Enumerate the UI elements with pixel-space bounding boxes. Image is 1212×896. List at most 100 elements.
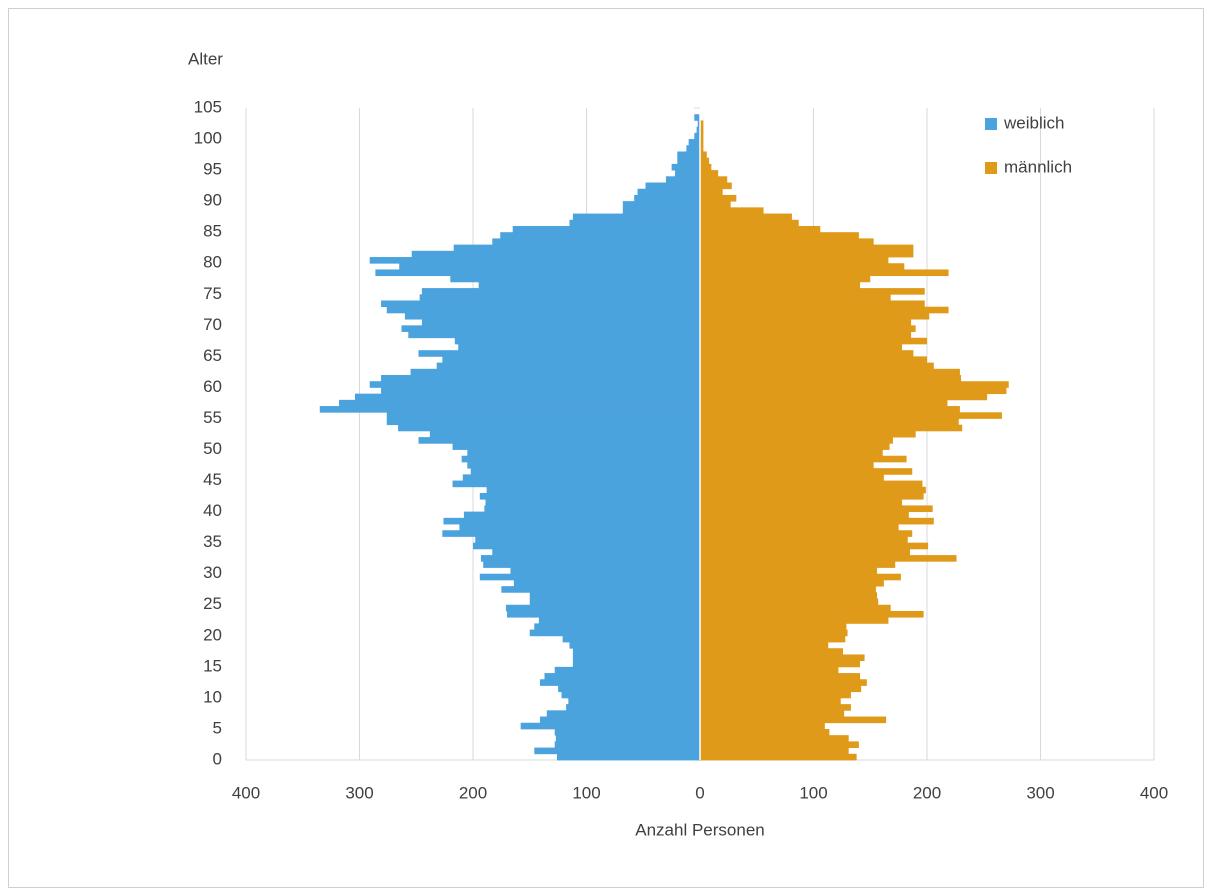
bar: [700, 735, 849, 742]
bar: [700, 325, 916, 332]
bar: [700, 312, 930, 320]
bar: [700, 163, 712, 171]
bar: [500, 232, 700, 239]
y-tick-label: 90: [203, 191, 222, 210]
x-axis-title: Anzahl Personen: [635, 820, 764, 839]
bar: [700, 343, 903, 351]
bar: [700, 548, 910, 556]
bar: [381, 300, 700, 308]
bar: [700, 225, 821, 233]
bar: [700, 182, 732, 190]
bar: [700, 257, 889, 264]
y-tick-label: 70: [203, 315, 222, 334]
bar: [480, 555, 700, 562]
bar: [572, 654, 700, 662]
bar: [470, 468, 700, 475]
bar: [665, 176, 700, 183]
bar: [411, 250, 700, 258]
bar: [700, 728, 830, 736]
bar: [479, 492, 700, 500]
y-tick-label: 105: [194, 97, 222, 116]
bar: [700, 381, 1009, 388]
bar: [700, 201, 731, 208]
y-tick-label: 75: [203, 284, 222, 303]
bar: [700, 263, 905, 270]
bar: [354, 393, 700, 401]
bar: [700, 536, 908, 544]
bar: [386, 412, 700, 419]
bar: [700, 275, 871, 283]
bar: [700, 337, 927, 345]
bar: [694, 114, 700, 121]
bar: [492, 238, 700, 246]
bar: [485, 499, 700, 506]
y-tick-label: 50: [203, 439, 222, 458]
bar: [408, 331, 700, 339]
bar: [404, 312, 700, 320]
bar: [459, 524, 700, 531]
y-tick-label: 95: [203, 160, 222, 179]
bar: [700, 604, 891, 612]
x-tick-label: 100: [572, 783, 600, 802]
bar: [529, 629, 700, 637]
bar: [492, 548, 700, 556]
bar: [386, 418, 700, 426]
bar: [398, 424, 700, 432]
bar: [569, 219, 700, 227]
bar: [697, 120, 700, 128]
bar: [386, 306, 700, 314]
bar: [418, 350, 700, 357]
bar: [369, 257, 700, 264]
bar: [700, 306, 949, 314]
y-tick-label: 10: [203, 687, 222, 706]
bar: [452, 480, 700, 488]
bar: [700, 393, 988, 401]
bar: [454, 337, 700, 345]
bar: [554, 728, 700, 736]
bar: [700, 499, 903, 506]
y-tick-label: 30: [203, 563, 222, 582]
bar: [700, 430, 916, 438]
bar: [561, 691, 700, 699]
bar: [700, 586, 876, 593]
bar: [700, 170, 719, 177]
bar: [369, 381, 700, 388]
bar: [700, 511, 909, 519]
bar: [461, 455, 700, 463]
bar: [677, 151, 700, 159]
x-tick-label: 200: [913, 783, 941, 802]
bar: [700, 648, 844, 655]
bar: [700, 126, 704, 134]
bar: [700, 642, 829, 649]
bar: [442, 530, 700, 537]
x-tick-label: 400: [232, 783, 260, 802]
bar: [572, 648, 700, 655]
bar: [700, 555, 957, 562]
bar: [700, 375, 962, 382]
bar: [700, 623, 847, 630]
bar: [700, 741, 859, 748]
bar: [700, 300, 925, 308]
bar: [566, 704, 700, 711]
bar: [483, 561, 700, 568]
bar: [677, 157, 700, 165]
bar: [529, 592, 700, 599]
bar: [637, 188, 700, 196]
bar: [501, 586, 700, 593]
y-tick-label: 80: [203, 253, 222, 272]
bar: [572, 660, 700, 668]
bar: [467, 461, 700, 469]
bar: [700, 120, 704, 128]
bar: [700, 542, 929, 550]
bar: [478, 281, 700, 289]
legend-label: männlich: [1004, 157, 1072, 176]
bar: [507, 610, 700, 618]
bar: [700, 356, 927, 363]
bar: [700, 362, 934, 370]
bar: [700, 412, 1002, 419]
bar: [700, 486, 926, 494]
bar: [700, 250, 914, 258]
x-tick-label: 300: [345, 783, 373, 802]
bar: [671, 163, 700, 171]
